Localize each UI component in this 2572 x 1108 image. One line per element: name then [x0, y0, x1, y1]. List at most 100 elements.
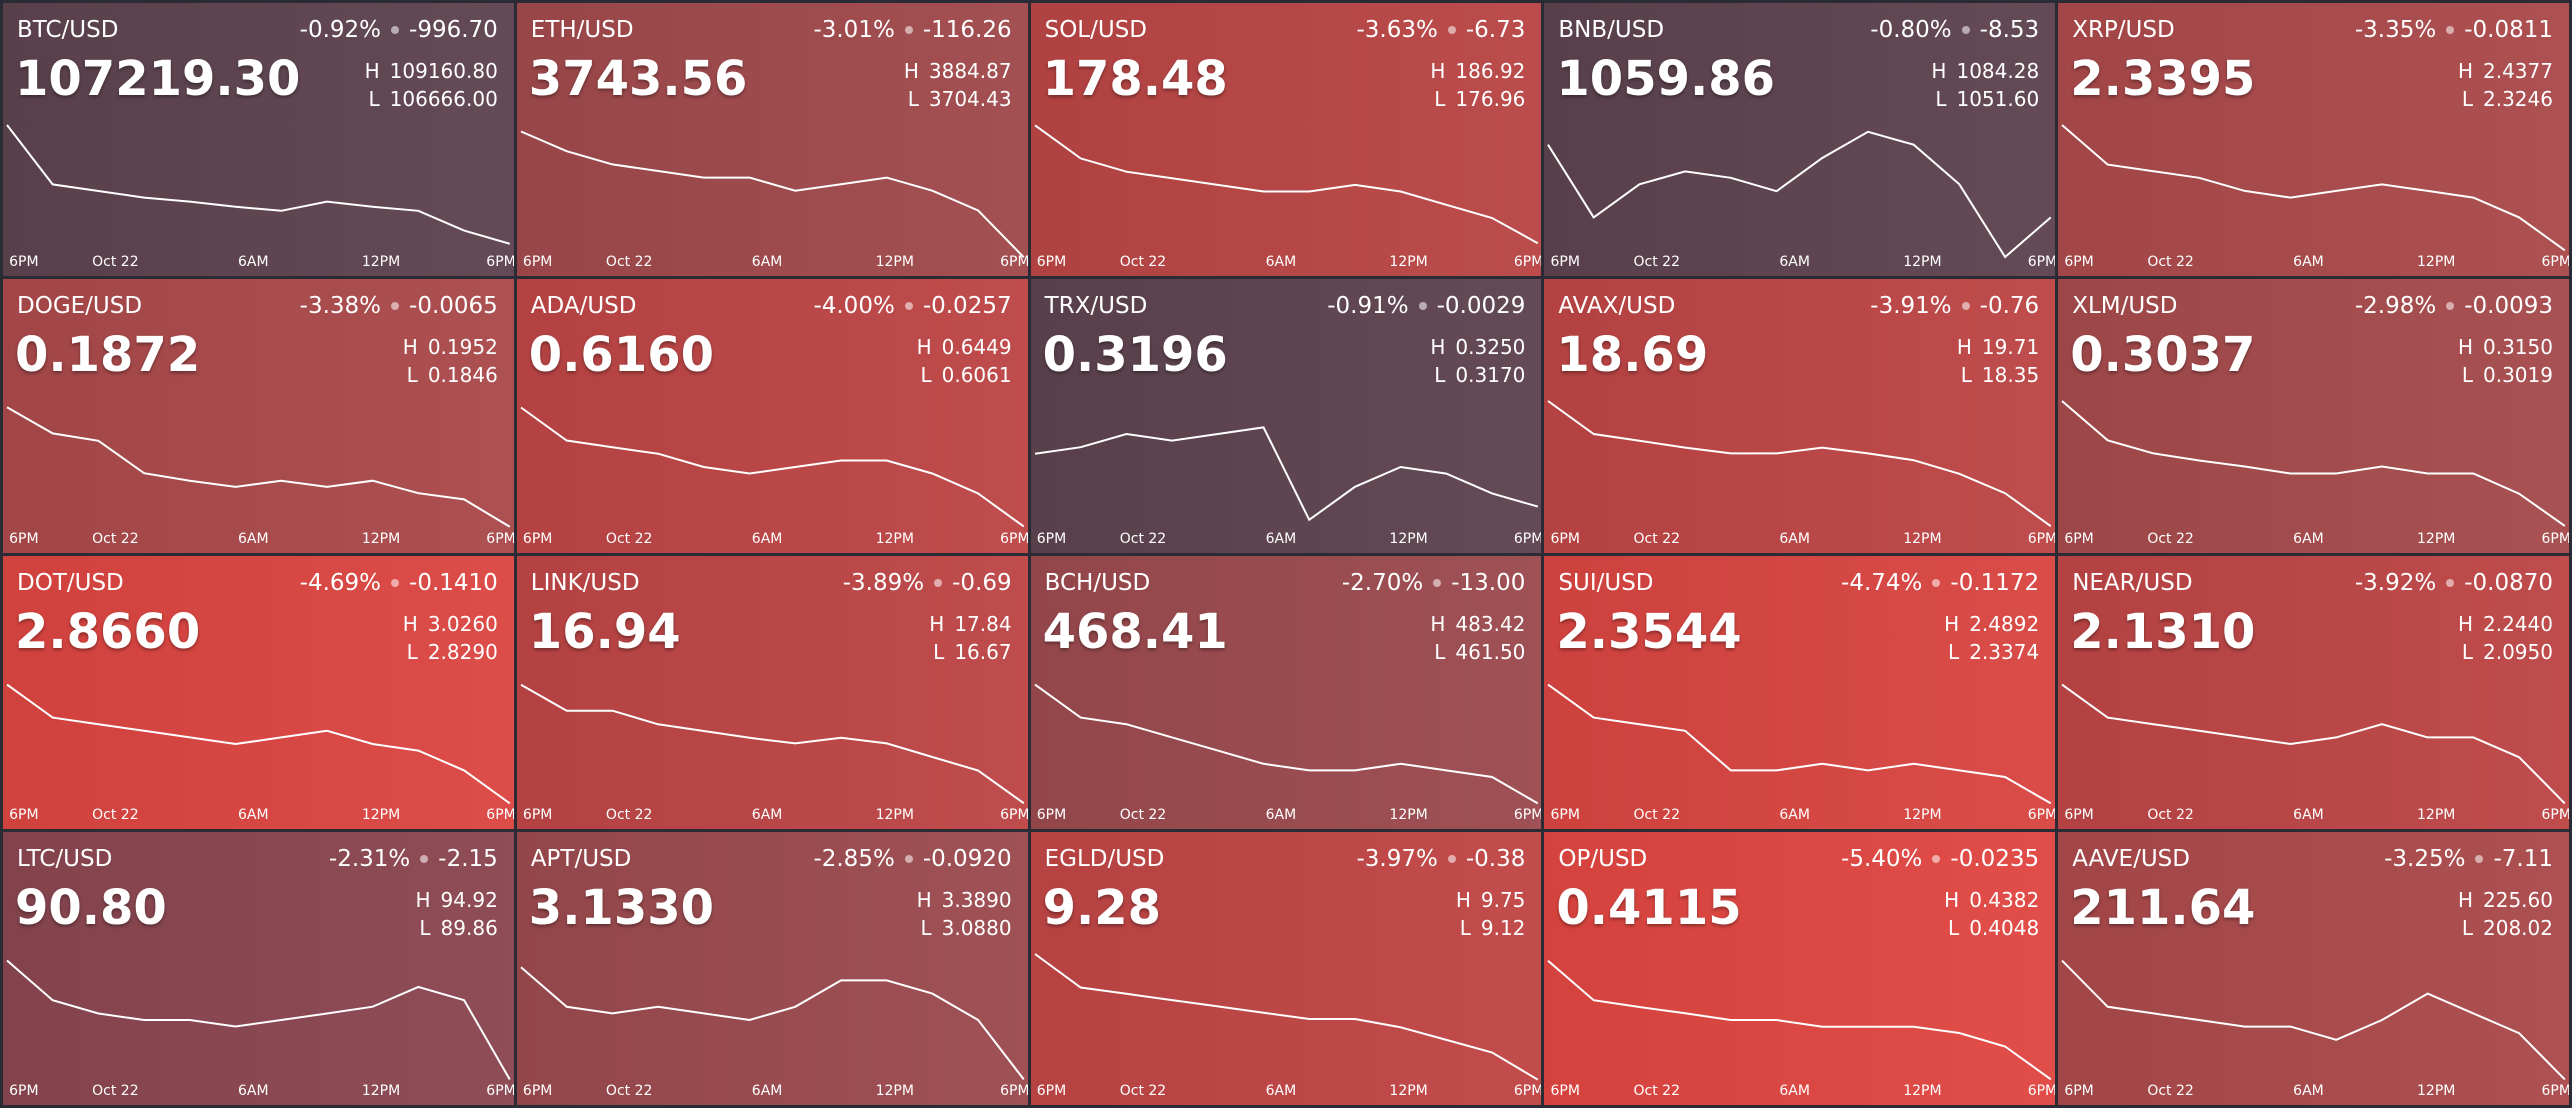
low-value: 18.35	[1981, 363, 2040, 388]
low-prefix: L	[1948, 915, 1960, 940]
time-label: Oct 22	[2147, 806, 2194, 823]
time-label: 6PM	[1000, 806, 1028, 823]
high-row: H 483.42	[1430, 612, 1525, 636]
time-label: 6AM	[751, 1083, 783, 1099]
ticker-tile[interactable]: SOL/USD -3.63% -6.73 178.48 H 186.92 L 176.96 6P…	[1030, 3, 1542, 277]
time-label: 6PM	[486, 530, 514, 547]
ticker-tile[interactable]: BNB/USD -0.80% -8.53 1059.86 H 1084.28 L 1051.6…	[1544, 3, 2056, 277]
time-label: 6PM	[2064, 530, 2094, 547]
sparkline	[2062, 401, 2565, 526]
change-percent: -3.97%	[1356, 845, 1438, 872]
time-label: 6AM	[1779, 806, 1810, 823]
time-label: Oct 22	[2147, 254, 2194, 271]
ticker-tile[interactable]: BTC/USD -0.92% -996.70 107219.30 H 109160.80 L…	[3, 3, 514, 277]
pair-name: APT/USD	[530, 845, 632, 872]
separator-dot	[934, 578, 943, 587]
price: 2.3544	[1556, 603, 1742, 660]
change-value: -0.76	[1979, 293, 2040, 320]
pair-name: LTC/USD	[17, 845, 113, 872]
low-value: 0.4048	[1969, 915, 2040, 940]
high-value: 0.3250	[1455, 335, 1526, 360]
high-row: H 3.0260	[403, 612, 498, 636]
low-prefix: L	[1434, 639, 1446, 664]
ticker-tile[interactable]: SUI/USD -4.74% -0.1172 2.3544 H 2.4892 L 2.3374…	[1544, 555, 2056, 829]
high-prefix: H	[2457, 611, 2473, 636]
ticker-tile[interactable]: EGLD/USD -3.97% -0.38 9.28 H 9.75 L 9.12 6PM Oct …	[1030, 831, 1542, 1105]
time-label: Oct 22	[1633, 530, 1681, 547]
sparkline-chart	[2058, 397, 2569, 537]
high-value: 1084.28	[1956, 59, 2040, 83]
pair-name: SUI/USD	[1558, 569, 1654, 596]
high-row: H 3.3890	[917, 888, 1012, 912]
pair-name: TRX/USD	[1044, 293, 1148, 320]
low-row: L 1051.60	[1935, 87, 2039, 111]
price: 3.1330	[528, 879, 715, 936]
ticker-tile[interactable]: TRX/USD -0.91% -0.0029 0.3196 H 0.3250 L 0.3170…	[1030, 279, 1542, 553]
high-row: H 2.2440	[2458, 612, 2553, 636]
low-row: L 208.02	[2462, 916, 2553, 940]
time-label: 6PM	[486, 1083, 514, 1099]
price: 3743.56	[528, 51, 748, 107]
ticker-tile[interactable]: AVAX/USD -3.91% -0.76 18.69 H 19.71 L 18.35 6PM O…	[1544, 279, 2056, 553]
ticker-tile[interactable]: AAVE/USD -3.25% -7.11 211.64 H 225.60 L 208.02 6…	[2058, 831, 2569, 1105]
time-label: 6PM	[1036, 254, 1067, 271]
low-prefix: L	[1434, 87, 1446, 111]
ticker-tile[interactable]: ADA/USD -4.00% -0.0257 0.6160 H 0.6449 L 0.6061…	[516, 279, 1028, 553]
ticker-tile[interactable]: LTC/USD -2.31% -2.15 90.80 H 94.92 L 89.86 6PM Oc…	[3, 831, 514, 1105]
time-label: 6PM	[1550, 1083, 1580, 1099]
ticker-tile[interactable]: XRP/USD -3.35% -0.0811 2.3395 H 2.4377 L 2.3246…	[2058, 3, 2569, 277]
separator-dot	[1961, 26, 1970, 34]
change-percent: -2.98%	[2354, 293, 2437, 320]
high-prefix: H	[1430, 611, 1446, 636]
ticker-tile[interactable]: ETH/USD -3.01% -116.26 3743.56 H 3884.87 L 3704…	[516, 3, 1028, 277]
ticker-tile[interactable]: NEAR/USD -3.92% -0.0870 2.1310 H 2.2440 L 2.095…	[2058, 555, 2569, 829]
change-group: -5.40% -0.0235	[1841, 846, 2039, 872]
high-value: 9.75	[1480, 887, 1526, 912]
time-label: 12PM	[1389, 1083, 1428, 1099]
change-percent: -3.91%	[1870, 293, 1952, 320]
time-axis: 6PM Oct 22 6AM 12PM 6PM	[517, 254, 1028, 272]
sparkline	[2062, 684, 2565, 803]
low-prefix: L	[933, 639, 945, 664]
ticker-tile[interactable]: DOT/USD -4.69% -0.1410 2.8660 H 3.0260 L 2.8290…	[3, 555, 514, 829]
sparkline	[2062, 125, 2565, 250]
pair-name: XLM/USD	[2072, 293, 2178, 320]
time-label: 6PM	[2027, 1083, 2056, 1099]
change-percent: -0.91%	[1327, 293, 1409, 320]
high-row: H 3884.87	[904, 59, 1012, 83]
change-value: -0.0257	[922, 293, 1012, 320]
ticker-tile[interactable]: APT/USD -2.85% -0.0920 3.1330 H 3.3890 L 3.0880…	[516, 831, 1028, 1105]
low-row: L 2.0950	[2462, 640, 2553, 664]
ticker-tile[interactable]: XLM/USD -2.98% -0.0093 0.3037 H 0.3150 L 0.3019…	[2058, 279, 2569, 553]
high-row: H 9.75	[1456, 888, 1526, 912]
time-axis: 6PM Oct 22 6AM 12PM 6PM	[3, 1083, 514, 1101]
low-row: L 106666.00	[368, 87, 497, 111]
high-prefix: H	[1956, 335, 1972, 360]
change-group: -4.69% -0.1410	[300, 570, 498, 596]
ticker-tile[interactable]: DOGE/USD -3.38% -0.0065 0.1872 H 0.1952 L 0.184…	[3, 279, 514, 553]
pair-name: DOGE/USD	[17, 293, 143, 320]
time-label: Oct 22	[92, 254, 139, 271]
time-label: 6PM	[1513, 254, 1542, 271]
time-label: 6PM	[1000, 1083, 1028, 1099]
low-value: 0.6061	[941, 363, 1012, 388]
time-axis: 6PM Oct 22 6AM 12PM 6PM	[2058, 807, 2569, 825]
sparkline	[1548, 401, 2051, 526]
ticker-tile[interactable]: BCH/USD -2.70% -13.00 468.41 H 483.42 L 461.50 6…	[1030, 555, 1542, 829]
high-row: H 0.6449	[917, 335, 1012, 359]
time-label: 6AM	[237, 1083, 269, 1099]
time-label: 6PM	[1000, 530, 1028, 547]
ticker-tile[interactable]: LINK/USD -3.89% -0.69 16.94 H 17.84 L 16.67 6PM O…	[516, 555, 1028, 829]
time-label: 6AM	[751, 530, 783, 547]
ticker-tile[interactable]: OP/USD -5.40% -0.0235 0.4115 H 0.4382 L 0.4048 6…	[1544, 831, 2056, 1105]
sparkline	[1035, 954, 1538, 1080]
high-value: 109160.80	[389, 59, 498, 83]
time-label: 6PM	[2541, 530, 2569, 547]
high-prefix: H	[402, 335, 418, 360]
time-label: 6AM	[751, 254, 783, 271]
sparkline-chart	[1544, 121, 2055, 261]
change-percent: -0.92%	[299, 17, 382, 43]
low-value: 3704.43	[928, 87, 1012, 111]
time-label: 6PM	[9, 530, 39, 547]
time-label: 6AM	[1265, 254, 1297, 271]
